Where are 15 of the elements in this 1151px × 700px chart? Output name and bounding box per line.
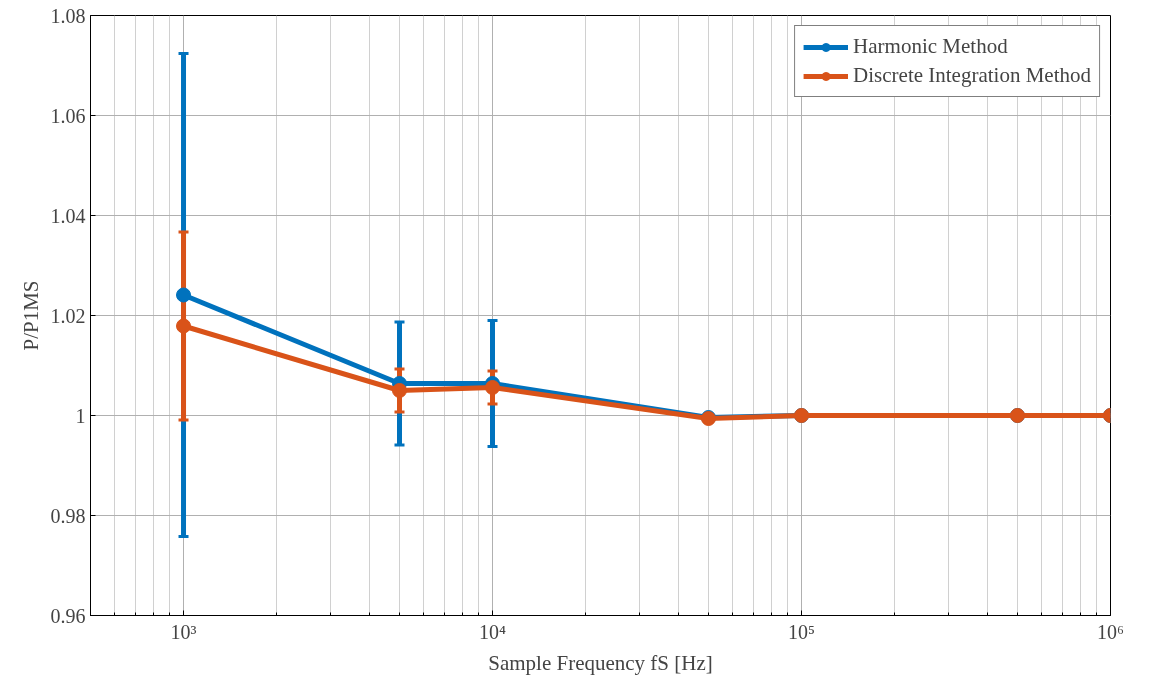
x-tick-label: 10³ xyxy=(170,620,197,643)
y-axis-title: P/P1MS xyxy=(18,280,43,351)
y-tick-label: 1.08 xyxy=(50,4,86,27)
legend-label: Discrete Integration Method xyxy=(853,63,1091,88)
y-tick-label: 1.06 xyxy=(50,104,86,127)
y-tick-label: 1 xyxy=(75,404,86,427)
y-tick-label: 1.04 xyxy=(50,204,86,227)
x-tick-label: 10⁴ xyxy=(479,620,507,643)
y-tick-label: 0.98 xyxy=(50,504,86,527)
x-axis-title: Sample Frequency fS [Hz] xyxy=(488,650,713,675)
x-tick-label: 10⁶ xyxy=(1097,620,1125,643)
legend-label: Harmonic Method xyxy=(853,34,1008,59)
x-tick-label: 10⁵ xyxy=(788,620,815,643)
y-tick-label: 0.96 xyxy=(50,604,86,627)
y-tick-label: 1.02 xyxy=(50,304,86,327)
